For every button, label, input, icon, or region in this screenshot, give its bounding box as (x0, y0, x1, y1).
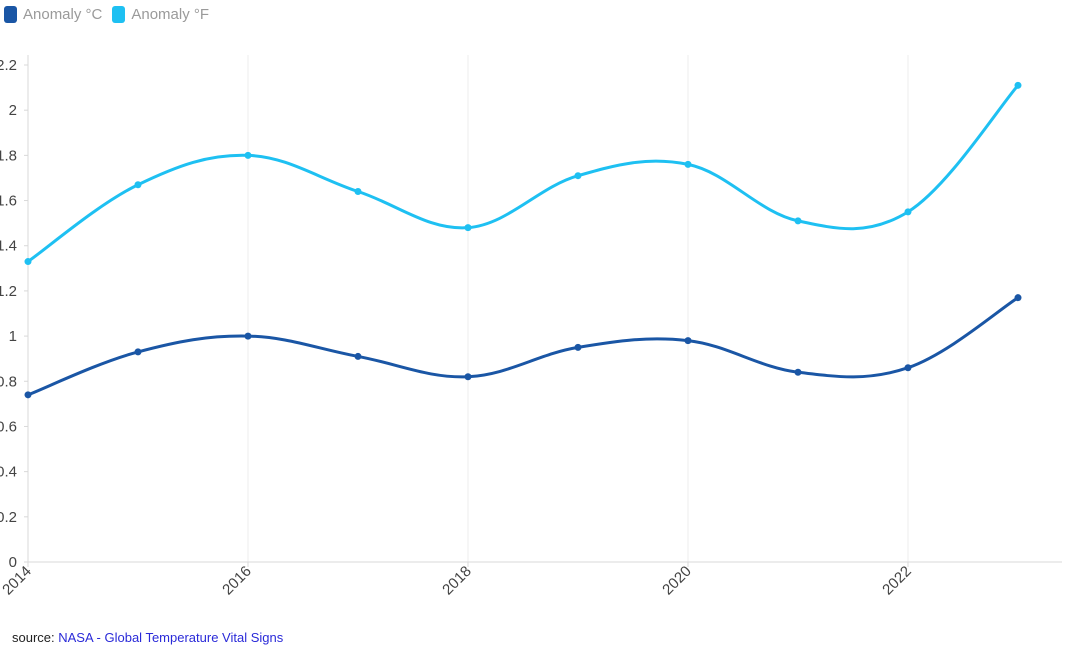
chart-legend: Anomaly °C Anomaly °F (4, 6, 209, 23)
x-tick-label: 2014 (0, 563, 35, 599)
data-point-celsius-2023[interactable] (1014, 294, 1022, 302)
y-tick-label: 1.8 (0, 147, 17, 164)
x-tick-label: 2018 (439, 563, 475, 599)
data-point-fahrenheit-2014[interactable] (24, 258, 32, 266)
y-tick-label: 1.4 (0, 238, 17, 255)
source-prefix: source: (12, 630, 59, 645)
y-tick-label: 1.2 (0, 283, 17, 300)
y-tick-label: 0.4 (0, 464, 17, 481)
tick-label-layer: 0 0.2 0.4 0.6 0.8 1 1.2 1.4 1.6 1.8 2 2.2 2014 2016 20… (0, 57, 915, 598)
data-point-fahrenheit-2021[interactable] (794, 217, 802, 225)
legend-label-celsius: Anomaly °C (23, 6, 103, 23)
y-tick-label: 0.6 (0, 418, 17, 435)
legend-item-fahrenheit[interactable]: Anomaly °F (112, 6, 209, 23)
data-point-fahrenheit-2022[interactable] (904, 208, 912, 216)
data-point-fahrenheit-2016[interactable] (244, 151, 252, 159)
data-point-celsius-2020[interactable] (684, 337, 692, 345)
y-tick-label: 1.6 (0, 193, 17, 210)
data-point-celsius-2017[interactable] (354, 352, 362, 360)
data-point-fahrenheit-2015[interactable] (134, 181, 142, 189)
x-tick-label: 2022 (879, 563, 915, 599)
data-point-fahrenheit-2023[interactable] (1014, 81, 1022, 89)
y-tick-label: 0.8 (0, 373, 17, 390)
series-layer (24, 81, 1022, 399)
data-point-celsius-2014[interactable] (24, 391, 32, 399)
data-point-celsius-2019[interactable] (574, 343, 582, 351)
y-tick-label: 0 (9, 554, 17, 571)
data-point-fahrenheit-2019[interactable] (574, 172, 582, 180)
data-point-celsius-2021[interactable] (794, 368, 802, 376)
series-line-celsius (26, 296, 1020, 397)
legend-item-celsius[interactable]: Anomaly °C (4, 6, 102, 23)
series-celsius (24, 294, 1022, 399)
grid-layer (27, 55, 909, 562)
y-tick-label: 2.2 (0, 57, 17, 74)
y-tick-label: 1 (9, 328, 17, 345)
legend-label-fahrenheit: Anomaly °F (131, 6, 210, 23)
source-note: source: NASA - Global Temperature Vital … (12, 630, 283, 645)
y-tick-label: 2 (9, 102, 17, 119)
data-point-celsius-2018[interactable] (464, 373, 472, 381)
data-point-celsius-2022[interactable] (904, 364, 912, 372)
x-tick-label: 2020 (659, 563, 695, 599)
series-fahrenheit (24, 81, 1022, 266)
data-point-celsius-2015[interactable] (134, 348, 142, 356)
y-tick-label: 0.2 (0, 509, 17, 526)
x-tick-label: 2016 (219, 563, 255, 599)
data-point-fahrenheit-2018[interactable] (464, 224, 472, 232)
data-point-fahrenheit-2017[interactable] (354, 188, 362, 196)
legend-swatch-fahrenheit (112, 6, 126, 23)
series-line-fahrenheit (26, 83, 1020, 264)
data-point-fahrenheit-2020[interactable] (684, 160, 692, 168)
axis-layer (24, 55, 1062, 567)
line-chart: 0 0.2 0.4 0.6 0.8 1 1.2 1.4 1.6 1.8 2 2.2 2014 2016 20… (0, 55, 1062, 598)
legend-swatch-celsius (4, 6, 17, 23)
data-point-celsius-2016[interactable] (244, 332, 252, 340)
source-link[interactable]: NASA - Global Temperature Vital Signs (58, 630, 284, 645)
